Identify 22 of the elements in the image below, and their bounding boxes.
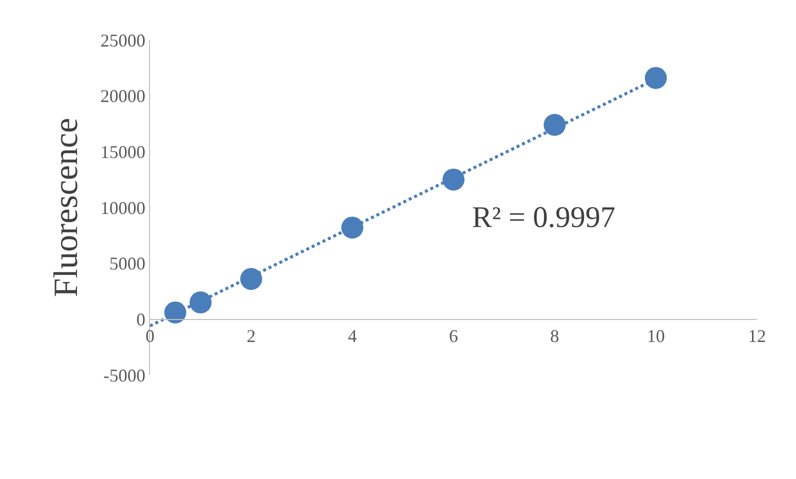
x-tick-label: 6 (449, 326, 458, 346)
x-tick-label: 4 (348, 326, 357, 346)
point (442, 168, 464, 191)
annotation: R² = 0.9997 (472, 201, 616, 234)
point (644, 66, 667, 89)
y-axis-title: Fluorescence (48, 118, 85, 298)
point (190, 291, 212, 314)
point (341, 216, 364, 239)
point (240, 268, 262, 290)
x-tick-label: 12 (748, 326, 766, 346)
point (544, 114, 566, 136)
y-tick-label: 5000 (109, 254, 146, 274)
x-tick-label: 8 (550, 326, 560, 346)
y-tick-label: 10000 (100, 198, 146, 218)
y-tick-label: 15000 (100, 142, 146, 162)
y-tick-label: 20000 (100, 86, 146, 106)
y-tick-label: 0 (136, 309, 146, 330)
x-tick-label: 10 (646, 326, 665, 346)
x-tick-label: 2 (246, 326, 256, 346)
point (164, 301, 186, 324)
y-tick-label: 25000 (100, 30, 146, 50)
y-tick-label: -5000 (103, 365, 146, 386)
